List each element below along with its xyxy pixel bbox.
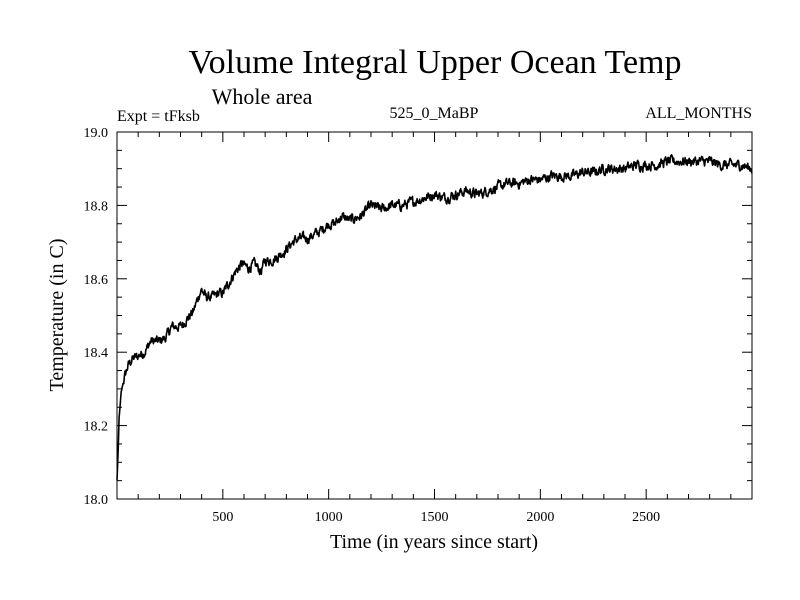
plot-frame [116,131,753,500]
y-tick-label: 18.2 [84,420,109,435]
x-tick-label: 2500 [632,510,660,525]
y-tick-labels: 18.0 18.2 18.4 18.6 18.8 19.0 [84,126,109,508]
x-tick-label: 500 [212,510,233,525]
y-tick-label: 18.4 [84,346,109,361]
x-tick-label: 1500 [421,510,449,525]
x-tick-labels: 500 1000 1500 2000 2500 [212,510,660,525]
series-line-temperature [116,154,753,481]
y-tick-label: 18.8 [84,199,109,214]
y-tick-label: 19.0 [84,126,109,141]
minor-ticks [117,132,752,499]
chart-subtitle: Whole area [212,84,313,109]
months-label: ALL_MONTHS [645,105,752,122]
experiment-label: Expt = tFksb [117,108,200,125]
chart-title: Volume Integral Upper Ocean Temp [189,44,682,81]
period-label: 525_0_MaBP [390,105,479,122]
x-tick-label: 1000 [315,510,343,525]
y-tick-label: 18.6 [84,273,109,288]
x-axis-label: Time (in years since start) [330,531,538,553]
x-tick-label: 2000 [526,510,554,525]
y-axis-label: Temperature (in C) [46,239,68,392]
y-tick-label: 18.0 [84,493,109,508]
